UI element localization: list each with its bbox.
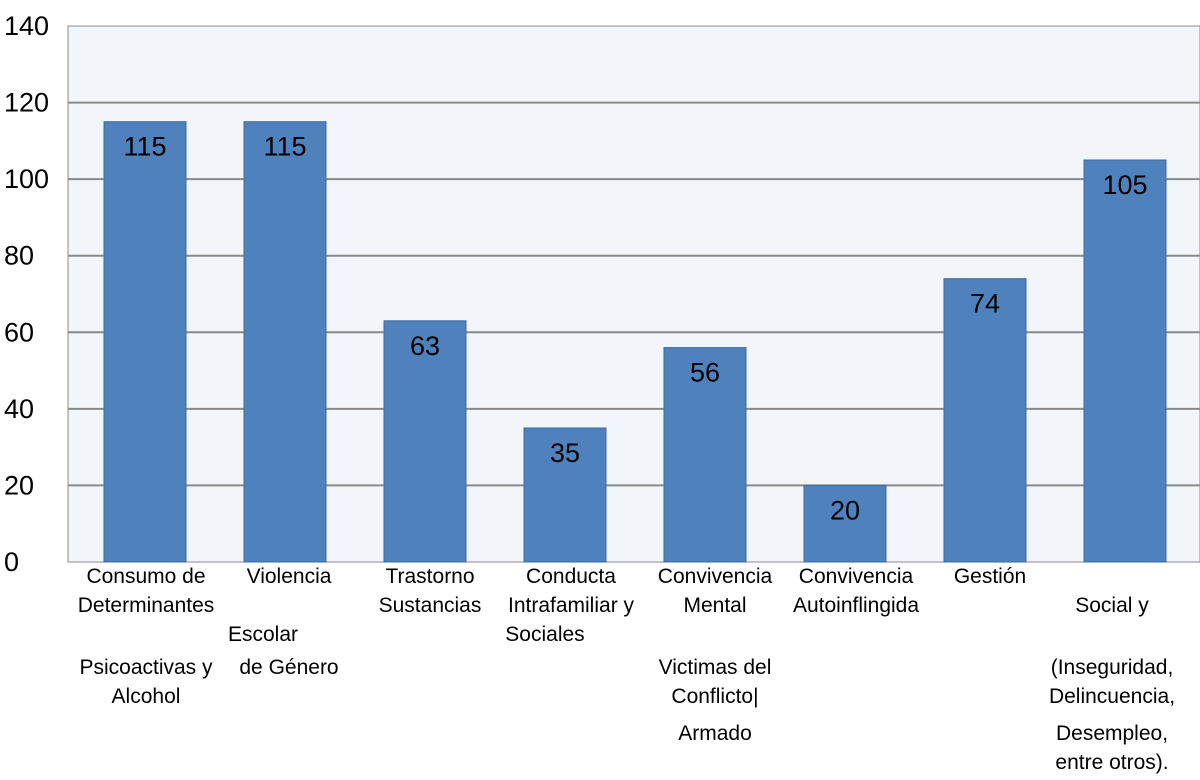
- bar: [523, 427, 607, 563]
- bar-value-label: 56: [690, 358, 720, 388]
- category-label-line: Conflicto|: [671, 685, 758, 708]
- category-label-line: (Inseguridad,: [1051, 656, 1174, 679]
- category-label-line: Armado: [678, 722, 752, 745]
- bar: [943, 278, 1027, 563]
- bar: [103, 121, 187, 563]
- bar-value-label: 63: [410, 331, 440, 361]
- category-label-line: Gestión: [954, 565, 1026, 588]
- y-tick-label: 100: [4, 164, 49, 194]
- category-label-line: Determinantes: [78, 594, 215, 617]
- bar: [803, 484, 887, 563]
- category-labels: Consumo de Violencia Trastorno Conducta Conv…: [78, 565, 1175, 774]
- y-tick-label: 20: [4, 470, 34, 500]
- category-label-line: Desempleo,: [1056, 722, 1168, 745]
- plot-area: [67, 25, 1200, 563]
- bar: [1083, 159, 1167, 563]
- category-label-line: Escolar: [228, 623, 298, 646]
- y-tick-label: 40: [4, 394, 34, 424]
- y-tick-label: 140: [4, 11, 49, 41]
- bar: [663, 347, 747, 563]
- category-label-line: Psicoactivas y: [79, 656, 213, 679]
- category-label-line: entre otros).: [1055, 751, 1168, 774]
- category-label-line: Sociales: [505, 623, 584, 646]
- bar: [243, 121, 327, 563]
- category-label-line: Autoinflingida: [793, 594, 919, 617]
- bar: [383, 320, 467, 563]
- category-label-line: Alcohol: [112, 685, 181, 708]
- category-label-line: Consumo de: [86, 565, 205, 588]
- category-label-line: Mental: [683, 594, 746, 617]
- category-label-line: Convivencia: [658, 565, 773, 588]
- category-label-line: Intrafamiliar y: [508, 594, 635, 617]
- y-axis-tick-labels: 0 20 40 60 80 100 120 140: [4, 11, 49, 577]
- bar-value-label: 74: [970, 289, 1000, 319]
- y-tick-label: 60: [4, 317, 34, 347]
- bar-value-label: 115: [123, 132, 166, 162]
- category-label-line: Social y: [1075, 594, 1149, 617]
- category-label-line: Sustancias: [379, 594, 482, 617]
- bar-value-label: 35: [550, 438, 580, 468]
- data-labels: 115 115 63 35 56 20 74 105: [123, 132, 1147, 526]
- bars: [103, 121, 1167, 563]
- bar-value-label: 115: [263, 132, 306, 162]
- y-tick-label: 120: [4, 88, 49, 118]
- category-label-line: de Género: [239, 656, 338, 679]
- category-label-line: Trastorno: [385, 565, 474, 588]
- bar-value-label: 105: [1102, 170, 1147, 200]
- y-tick-label: 80: [4, 241, 34, 271]
- category-label-line: Convivencia: [799, 565, 914, 588]
- category-label-line: Conducta: [526, 565, 616, 588]
- category-label-line: Violencia: [247, 565, 332, 588]
- y-tick-label: 0: [4, 547, 19, 577]
- bar-value-label: 20: [830, 495, 860, 525]
- category-label-line: Victimas del: [659, 656, 772, 679]
- category-label-line: Delincuencia,: [1049, 685, 1175, 708]
